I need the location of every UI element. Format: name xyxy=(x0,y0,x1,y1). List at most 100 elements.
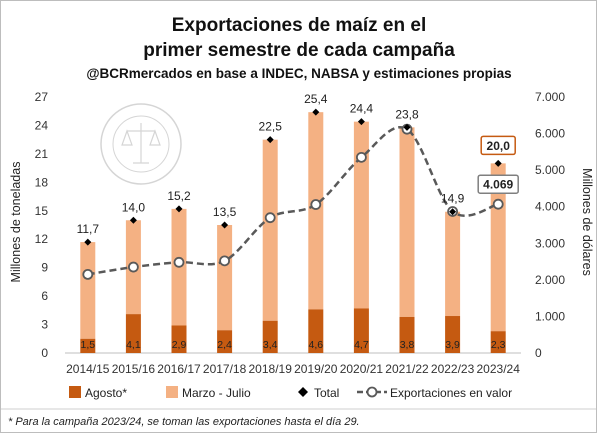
bar-agosto xyxy=(445,316,461,353)
x-axis-tick-label: 2016/17 xyxy=(157,362,201,376)
total-marker xyxy=(266,136,274,144)
right-axis-tick-label: 4.000 xyxy=(535,200,565,214)
right-axis-tick-label: 5.000 xyxy=(535,163,565,177)
bar-marzo-julio xyxy=(308,112,324,310)
right-axis-tick-label: 6.000 xyxy=(535,127,565,141)
x-axis-tick-label: 2023/24 xyxy=(477,362,521,376)
bar-marzo-julio xyxy=(445,211,461,317)
total-marker xyxy=(449,208,457,216)
right-axis-tick-label: 2.000 xyxy=(535,273,565,287)
right-axis: 0 1.000 2.000 3.000 4.000 5.000 6.000 7.000 xyxy=(535,90,565,360)
left-axis-tick-label: 12 xyxy=(35,232,49,246)
x-axis: 2014/15 2015/16 2016/17 2017/18 2018/19 2019/… xyxy=(66,362,520,376)
total-marker xyxy=(357,118,365,126)
x-axis-tick-label: 2022/23 xyxy=(431,362,475,376)
total-callout-box xyxy=(480,135,516,156)
bars: 1,5 4,1 2,9 2,4 3,4 4,6 4,7 3,8 3,9 2,3 xyxy=(80,112,506,353)
value-point xyxy=(173,256,185,268)
left-axis-tick-label: 15 xyxy=(35,204,49,218)
legend-swatch-agosto xyxy=(69,386,81,398)
x-axis-tick-label: 2021/22 xyxy=(385,362,429,376)
value-point xyxy=(355,151,367,163)
bar-marzo-julio xyxy=(262,139,278,321)
bar-agosto-label: 3,4 xyxy=(263,339,278,351)
legend-marker-total xyxy=(298,387,308,397)
bar-agosto xyxy=(171,325,187,353)
bar-agosto xyxy=(490,331,506,353)
x-axis-tick-label: 2018/19 xyxy=(249,362,293,376)
bar-marzo-julio xyxy=(399,127,415,317)
bar-agosto xyxy=(262,320,278,353)
bar-agosto xyxy=(308,309,324,353)
left-axis-tick-label: 6 xyxy=(41,289,48,303)
x-axis-tick-label: 2017/18 xyxy=(203,362,247,376)
total-label: 14,9 xyxy=(441,192,465,206)
total-marker xyxy=(84,238,92,246)
legend-label-marzo-julio: Marzo - Julio xyxy=(182,386,251,400)
total-label: 14,0 xyxy=(122,200,146,214)
x-axis-tick-label: 2015/16 xyxy=(112,362,156,376)
bar-marzo-julio xyxy=(353,121,369,309)
value-series-line xyxy=(87,126,499,276)
total-label: 15,2 xyxy=(167,189,191,203)
bar-agosto-label: 2,4 xyxy=(217,339,232,351)
bar-agosto-label: 3,9 xyxy=(445,339,460,351)
total-label: 11,7 xyxy=(77,222,100,236)
total-marker xyxy=(494,159,502,167)
left-axis-tick-label: 3 xyxy=(41,318,48,332)
bar-marzo-julio xyxy=(80,242,96,339)
total-marker xyxy=(175,205,183,213)
value-callout-label: 4.069 xyxy=(483,178,513,192)
right-axis-tick-label: 1.000 xyxy=(535,309,565,323)
chart-title: Exportaciones de maíz en el xyxy=(172,15,426,36)
x-axis-tick-label: 2019/20 xyxy=(294,362,338,376)
left-axis: 0 3 6 9 12 15 18 21 24 27 xyxy=(35,90,49,360)
total-label: 22,5 xyxy=(259,120,283,134)
value-callout-box xyxy=(477,174,519,194)
left-axis-title: Millones de toneladas xyxy=(9,162,23,283)
legend: Agosto* Marzo - Julio Total Exportacione… xyxy=(69,386,512,400)
total-label: 13,5 xyxy=(213,205,237,219)
total-label: 23,8 xyxy=(395,107,419,121)
right-axis-tick-label: 0 xyxy=(535,346,542,360)
chart-title-line2: primer semestre de cada campaña xyxy=(143,40,455,61)
bar-agosto-label: 3,8 xyxy=(400,339,415,351)
bar-agosto-label: 4,6 xyxy=(308,339,323,351)
legend-marker-valor xyxy=(366,386,378,398)
value-point xyxy=(492,198,504,210)
legend-label-total: Total xyxy=(314,386,339,400)
value-point xyxy=(219,255,231,267)
bar-agosto xyxy=(399,316,415,353)
bar-agosto-label: 2,3 xyxy=(491,339,506,351)
x-axis-tick-label: 2020/21 xyxy=(340,362,384,376)
bar-agosto-label: 4,1 xyxy=(126,339,141,351)
value-line: 4.069 xyxy=(82,123,519,280)
bar-agosto xyxy=(217,330,233,353)
total-marker xyxy=(312,108,320,116)
right-axis-tick-label: 7.000 xyxy=(535,90,565,104)
left-axis-tick-label: 9 xyxy=(41,261,48,275)
value-point xyxy=(264,212,276,224)
right-axis-tick-label: 3.000 xyxy=(535,236,565,250)
watermark-seal xyxy=(100,103,182,185)
legend-swatch-marzo-julio xyxy=(166,386,178,398)
total-markers: 11,7 14,0 15,2 13,5 22,5 25,4 24,4 23,8 14,9 20,0 xyxy=(77,92,516,246)
total-marker xyxy=(403,123,411,131)
bar-marzo-julio xyxy=(217,225,233,331)
bar-agosto xyxy=(353,308,369,353)
total-label: 20,0 xyxy=(487,139,511,153)
total-label: 25,4 xyxy=(304,92,328,106)
total-marker xyxy=(221,221,229,229)
value-point xyxy=(310,199,322,210)
right-axis-title: Millones de dólares xyxy=(580,168,594,276)
left-axis-tick-label: 27 xyxy=(35,90,49,104)
left-axis-tick-label: 21 xyxy=(35,147,49,161)
value-point xyxy=(127,261,139,273)
value-point xyxy=(82,268,94,280)
bar-agosto-label: 4,7 xyxy=(354,339,369,351)
left-axis-tick-label: 18 xyxy=(35,175,49,189)
bar-agosto xyxy=(80,338,96,353)
bar-agosto xyxy=(125,314,141,353)
